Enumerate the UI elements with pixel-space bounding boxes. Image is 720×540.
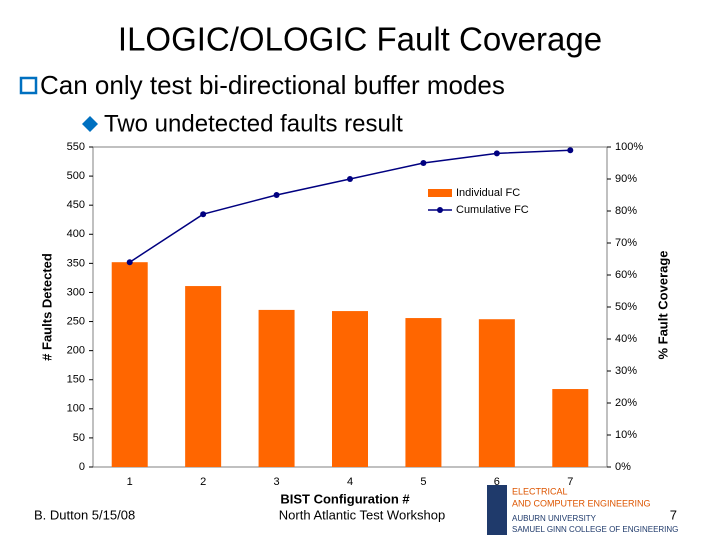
logo-text: AUBURN UNIVERSITY <box>512 514 597 523</box>
legend-label: Cumulative FC <box>456 204 529 216</box>
page-number: 7 <box>670 507 677 522</box>
y2-tick-label: 10% <box>615 429 637 441</box>
line-marker <box>126 259 133 266</box>
y2-tick-label: 100% <box>615 141 643 153</box>
y2-tick-label: 90% <box>615 173 637 185</box>
y-tick-label: 100 <box>67 403 85 415</box>
y2-tick-label: 50% <box>615 301 637 313</box>
logo-emblem <box>487 485 507 535</box>
y-tick-label: 450 <box>67 199 85 211</box>
line-marker <box>273 192 280 198</box>
line-marker <box>347 176 353 182</box>
legend-swatch <box>437 207 443 213</box>
y-tick-label: 400 <box>67 228 85 240</box>
y-tick-label: 150 <box>67 374 85 386</box>
y-tick-label: 350 <box>67 257 85 269</box>
logo-text: AND COMPUTER ENGINEERING <box>512 498 651 508</box>
bullet-icon <box>82 116 98 132</box>
x-tick-label: 5 <box>420 476 426 488</box>
y2-tick-label: 30% <box>615 365 637 377</box>
y-tick-label: 500 <box>67 170 85 182</box>
x-tick-label: 1 <box>127 476 133 488</box>
y-tick-label: 300 <box>67 286 85 298</box>
y2-tick-label: 80% <box>615 205 637 217</box>
x-tick-label: 7 <box>567 476 573 488</box>
bar <box>478 319 515 467</box>
x-tick-label: 6 <box>494 476 500 488</box>
footer-author: B. Dutton 5/15/08 <box>34 507 135 522</box>
y-axis-title: # Faults Detected <box>39 253 54 361</box>
y2-tick-label: 20% <box>615 397 637 409</box>
slide-title: ILOGIC/OLOGIC Fault Coverage <box>118 21 602 58</box>
footer-event: North Atlantic Test Workshop <box>279 507 445 522</box>
bullet-icon <box>19 76 38 95</box>
x-tick-label: 4 <box>347 476 353 488</box>
line-marker <box>420 160 427 166</box>
line-marker <box>200 211 207 218</box>
bullet: Can only test bi-directional buffer mode… <box>40 70 505 100</box>
sub-bullet: Two undetected faults result <box>104 110 403 137</box>
logo-text: SAMUEL GINN COLLEGE OF ENGINEERING <box>512 525 678 534</box>
x-tick-label: 2 <box>200 476 206 488</box>
logo-text: ELECTRICAL <box>512 486 568 496</box>
bar <box>332 311 368 467</box>
legend-label: Individual FC <box>456 187 520 199</box>
x-tick-label: 3 <box>274 476 280 488</box>
y2-tick-label: 60% <box>615 269 637 281</box>
x-axis-title: BIST Configuration # <box>280 491 410 506</box>
bar <box>552 389 589 467</box>
y-tick-label: 200 <box>67 345 85 357</box>
logo: ELECTRICAL AND COMPUTER ENGINEERING AUBU… <box>487 485 678 535</box>
y-tick-label: 0 <box>79 461 85 473</box>
y2-tick-label: 0% <box>615 461 631 473</box>
y-tick-label: 550 <box>67 141 85 153</box>
y-tick-label: 250 <box>67 315 85 327</box>
bar <box>405 318 442 467</box>
line-marker <box>567 147 574 154</box>
legend-swatch <box>428 189 452 197</box>
line-marker <box>493 150 500 157</box>
y-tick-label: 50 <box>73 432 85 444</box>
y2-tick-label: 40% <box>615 333 637 345</box>
y2-tick-label: 70% <box>615 237 637 249</box>
bar <box>111 262 148 467</box>
bar <box>185 286 222 467</box>
y2-axis-title: % Fault Coverage <box>655 250 670 359</box>
bar <box>258 309 295 467</box>
